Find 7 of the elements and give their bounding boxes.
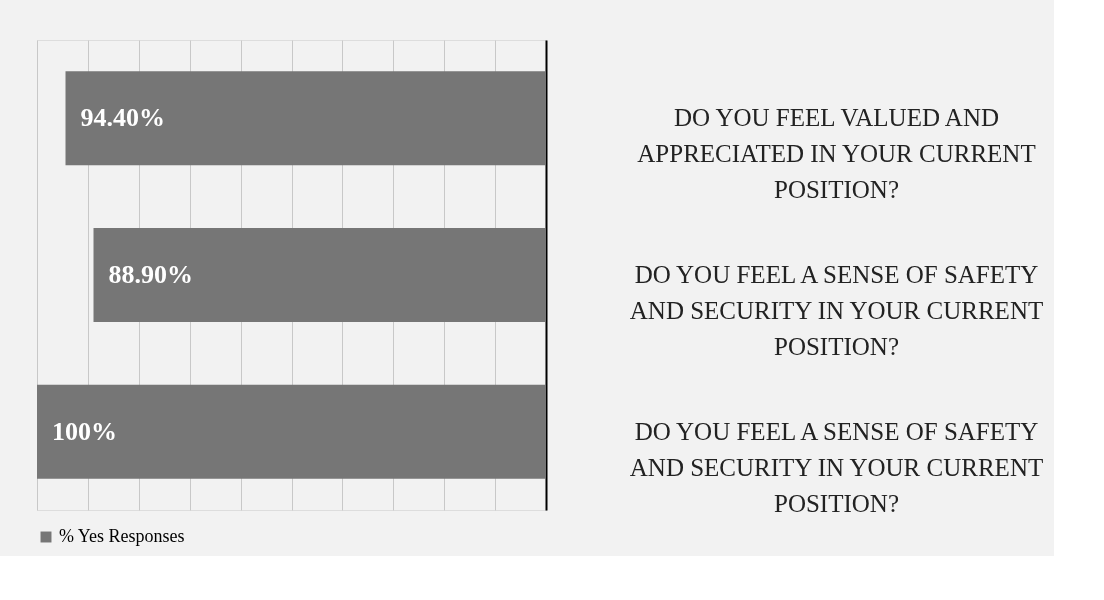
legend-label: % Yes Responses (59, 526, 185, 546)
data-label: 100% (52, 416, 117, 446)
y-tick-label: DO YOU FEEL A SENSE OF SAFETY AND SECURITY IN YOUR CURRENT POSITION? (629, 261, 1044, 360)
data-label: 88.90% (108, 260, 193, 289)
y-tick-label: DO YOU FEEL A SENSE OF SAFETY AND SECURITY IN YOUR CURRENT POSITION? (629, 417, 1044, 517)
data-label: 94.40% (80, 103, 165, 133)
y-tick-label: DO YOU FEEL VALUED AND APPRECIATED IN YOUR CURRENT POSITION? (637, 104, 1036, 204)
